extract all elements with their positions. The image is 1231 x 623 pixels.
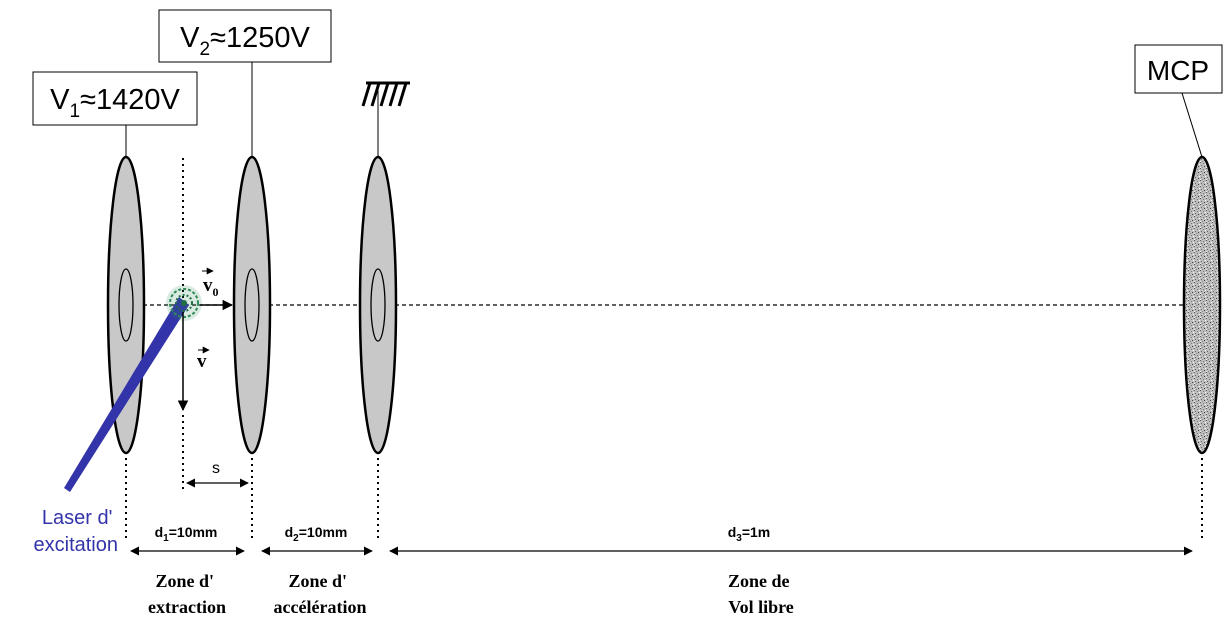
v2-label: V2≈1250V [180, 22, 310, 60]
molecule-cluster-icon [166, 285, 202, 321]
v1-label: V1≈1420V [50, 84, 180, 122]
d1-label: d1=10mm [155, 524, 218, 544]
v1-label-box [32, 71, 198, 157]
electrode-ground [358, 155, 398, 455]
mcp-label: MCP [1147, 55, 1209, 86]
v-label: v [197, 351, 207, 372]
v0-label: v0 [203, 275, 219, 299]
s-label: s [212, 460, 220, 477]
reference-drop-lines [125, 415, 1203, 540]
electrode-v2 [232, 155, 272, 455]
mcp-label-box [1134, 44, 1223, 158]
zone-vol-libre-label: Zone de Vol libre [728, 571, 794, 617]
v2-label-box [158, 9, 332, 157]
ground-icon [361, 81, 410, 107]
laser-beam [64, 297, 189, 492]
zone-acceleration-label: Zone d' accélération [274, 571, 367, 617]
laser-label: Laser d' excitation [34, 507, 119, 556]
d2-label: d2=10mm [285, 524, 348, 544]
mcp-detector [1182, 155, 1222, 455]
d3-label: d3=1m [728, 524, 771, 544]
zone-extraction-label: Zone d' extraction [148, 571, 226, 617]
